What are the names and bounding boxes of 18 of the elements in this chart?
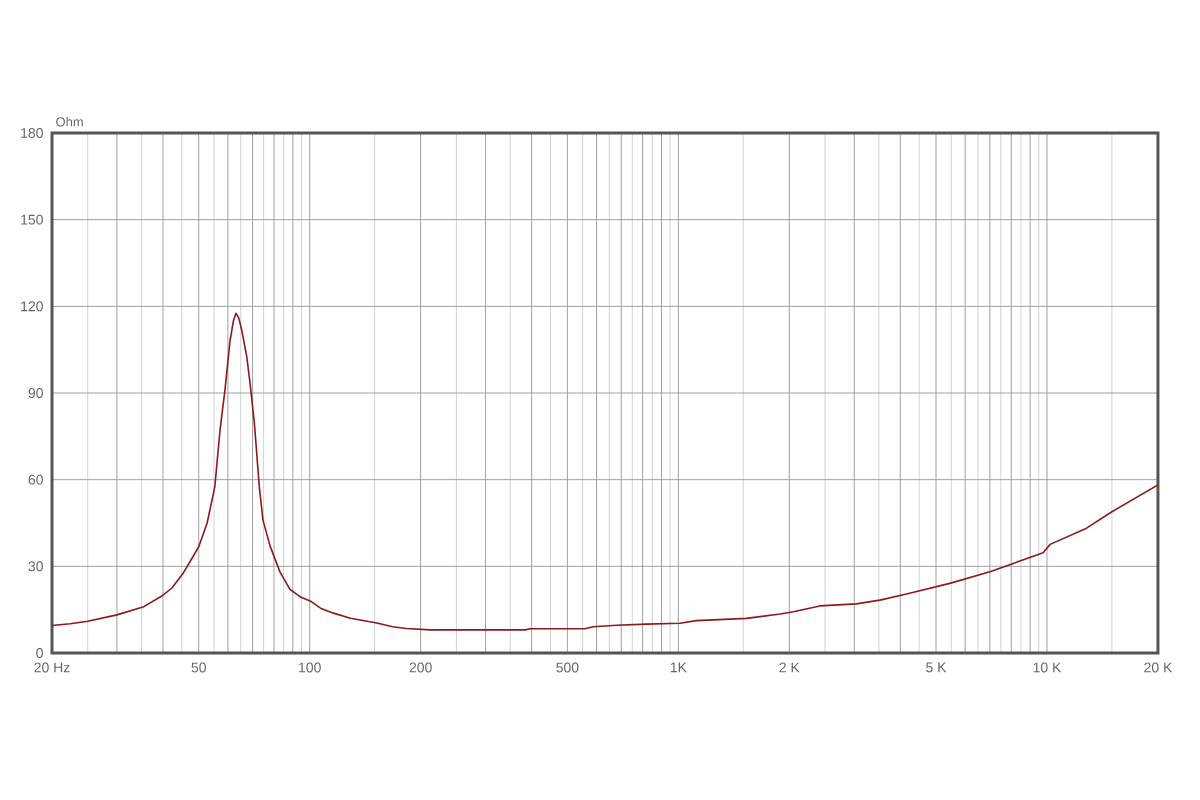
x-tick-label: 200 (409, 662, 432, 673)
x-tick-label: 500 (556, 662, 579, 673)
x-tick-label: 10 K (1033, 662, 1062, 673)
x-tick-label: 20 K (1144, 662, 1173, 673)
x-tick-label: 50 (191, 662, 206, 673)
y-tick-label: 150 (21, 214, 43, 225)
y-tick-label: 0 (36, 648, 43, 658)
x-tick-label: 20 Hz (34, 662, 70, 673)
y-axis-title: Ohm (56, 116, 83, 127)
y-tick-label: 60 (28, 474, 43, 485)
x-tick-label: 2 K (779, 662, 800, 673)
y-tick-label: 30 (28, 561, 43, 572)
y-tick-label: 180 (21, 128, 43, 138)
x-tick-label: 1K (670, 662, 687, 673)
x-tick-label: 100 (299, 662, 321, 673)
y-tick-label: 120 (21, 301, 43, 312)
x-tick-label: 5 K (926, 662, 947, 673)
y-tick-label: 90 (28, 388, 43, 398)
